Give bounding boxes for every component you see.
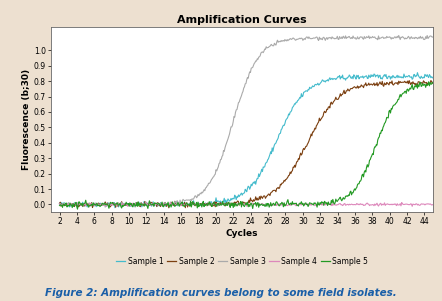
Legend: Sample 1, Sample 2, Sample 3, Sample 4, Sample 5: Sample 1, Sample 2, Sample 3, Sample 4, … — [116, 257, 368, 266]
Title: Amplification Curves: Amplification Curves — [177, 15, 307, 25]
Text: Figure 2: Amplification curves belong to some field isolates.: Figure 2: Amplification curves belong to… — [45, 288, 397, 298]
Y-axis label: Fluorescence (b;30): Fluorescence (b;30) — [22, 69, 31, 170]
X-axis label: Cycles: Cycles — [226, 229, 258, 238]
